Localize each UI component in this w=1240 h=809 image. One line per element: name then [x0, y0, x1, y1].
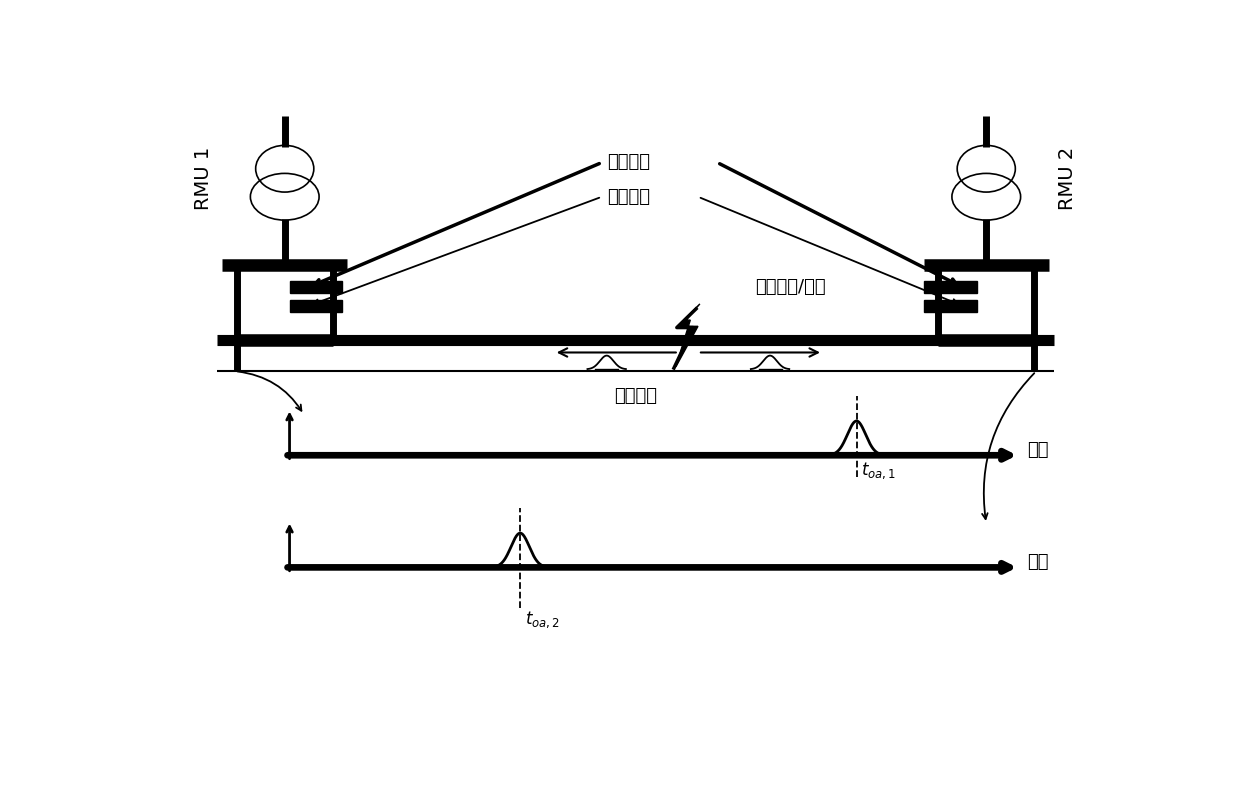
Text: 时间: 时间 [1028, 441, 1049, 460]
Text: RMU 1: RMU 1 [193, 146, 212, 210]
Text: $t_{oa,1}$: $t_{oa,1}$ [862, 460, 897, 481]
Bar [290, 299, 342, 312]
Text: 时间: 时间 [1028, 553, 1049, 571]
Bar [924, 281, 977, 294]
Text: 局部放电/故障: 局部放电/故障 [755, 278, 826, 296]
Text: 测量单元: 测量单元 [606, 188, 650, 205]
Text: RMU 2: RMU 2 [1059, 146, 1078, 210]
Text: $t_{oa,2}$: $t_{oa,2}$ [525, 610, 560, 630]
Bar [290, 281, 342, 294]
Bar [924, 299, 977, 312]
Polygon shape [676, 304, 699, 366]
Text: 被测电缆: 被测电缆 [614, 387, 657, 404]
Text: 同步单元: 同步单元 [606, 154, 650, 172]
